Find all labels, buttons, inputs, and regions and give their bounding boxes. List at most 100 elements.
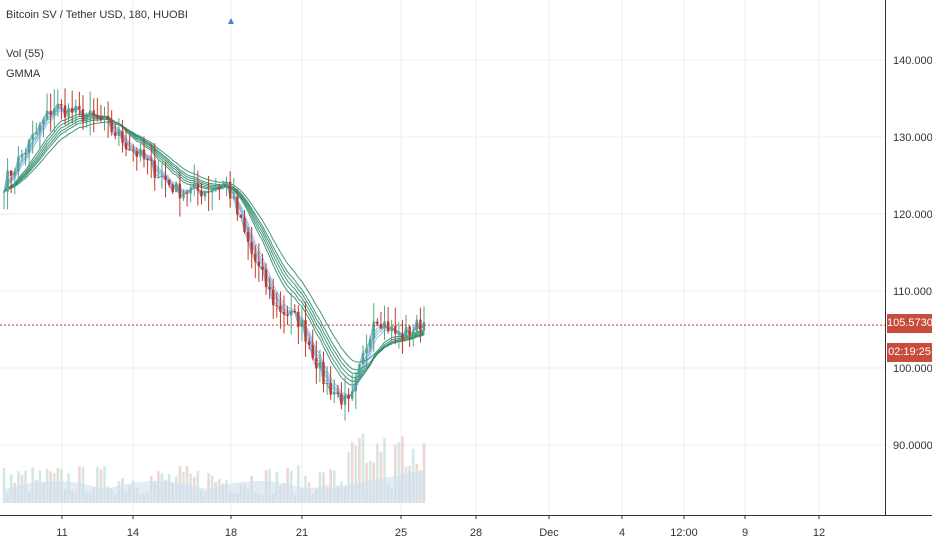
candle-body	[167, 180, 171, 185]
candle-body	[272, 289, 275, 306]
candle-body	[20, 154, 24, 157]
candle-body	[92, 110, 95, 116]
time-tick-label: 21	[296, 527, 308, 539]
candle-body	[250, 241, 253, 254]
gmma-long-ema-line	[3, 117, 425, 375]
candle-body	[304, 320, 307, 342]
chart-grid	[0, 0, 885, 519]
candle-body	[386, 321, 390, 332]
candle-body	[153, 160, 156, 178]
gmma-short-ema-line	[3, 103, 425, 407]
gmma-long-ema-line	[3, 121, 425, 363]
candle-body	[24, 152, 27, 155]
candle-body	[279, 305, 282, 312]
volume-bar	[2, 467, 6, 503]
gmma-short-ema-line	[3, 105, 425, 400]
candle-body	[193, 183, 196, 189]
time-tick-label: Dec	[539, 527, 559, 539]
candle-body	[121, 130, 124, 143]
volume-indicator-label[interactable]: Vol (55)	[6, 48, 44, 60]
candle-body	[71, 107, 74, 113]
candle-body	[67, 107, 70, 118]
candle-body	[318, 361, 322, 369]
time-tick-label: 14	[127, 527, 139, 539]
candle-body	[257, 261, 261, 267]
candle-body	[340, 393, 343, 405]
volume-bar	[103, 466, 106, 503]
price-tick-label: 100.0000	[893, 363, 932, 375]
candle-body	[2, 191, 6, 193]
volume-bar	[207, 473, 210, 503]
candle-body	[63, 105, 67, 118]
volume-bar	[329, 469, 332, 503]
candle-body	[110, 119, 113, 133]
candle-body	[17, 156, 20, 172]
volume-bar	[99, 468, 103, 503]
candle-body	[246, 231, 250, 242]
volume-bar	[350, 441, 354, 503]
candle-body	[56, 104, 60, 109]
candle-body	[31, 134, 34, 140]
time-tick-label: 25	[395, 527, 407, 539]
volume-bar	[397, 442, 401, 503]
candle-body	[27, 139, 31, 153]
candle-body	[225, 181, 228, 184]
price-candles	[2, 88, 426, 421]
candle-body	[282, 311, 286, 315]
candle-body	[214, 187, 217, 190]
candle-body	[189, 188, 192, 194]
candle-body	[74, 106, 77, 113]
candle-body	[203, 191, 207, 197]
volume-bar	[379, 451, 383, 503]
candle-body	[196, 183, 200, 191]
price-tick-label: 130.0000	[893, 132, 932, 144]
candle-body	[365, 347, 368, 354]
volume-bar	[361, 433, 365, 503]
candle-body	[6, 170, 9, 192]
candle-body	[78, 106, 81, 110]
candle-body	[401, 333, 404, 340]
candle-body	[207, 191, 210, 193]
candle-body	[275, 305, 279, 307]
volume-ma-area	[4, 470, 424, 503]
price-axis-labels[interactable]: 140.0000 130.0000 120.0000 110.0000 100.0000…	[893, 55, 932, 452]
candle-body	[200, 190, 203, 197]
candle-body	[300, 320, 304, 328]
candle-body	[124, 142, 128, 150]
gmma-short-ema-line	[3, 107, 425, 398]
candle-body	[218, 187, 221, 189]
gmma-indicator-label[interactable]: GMMA	[6, 68, 41, 80]
gmma-long-ema-line	[3, 113, 425, 386]
volume-bar	[297, 465, 300, 503]
candle-body	[261, 266, 264, 270]
candle-body	[232, 197, 235, 199]
candle-body	[394, 326, 397, 334]
candle-body	[311, 344, 314, 359]
candle-body	[117, 130, 121, 137]
volume-bar	[96, 466, 99, 503]
candle-body	[146, 159, 149, 161]
candle-body	[379, 323, 383, 329]
candle-body	[368, 338, 372, 348]
candle-body	[106, 116, 110, 120]
time-tick-label: 18	[225, 527, 237, 539]
time-axis-labels[interactable]: 11 14 18 21 25 28 Dec 4 12:00 9 12	[56, 527, 825, 539]
gmma-ribbon	[3, 103, 425, 407]
gmma-long-ema-line	[3, 115, 425, 383]
gmma-long-ema-line	[3, 116, 425, 378]
gmma-short-ema-line	[3, 104, 425, 403]
candle-body	[157, 177, 160, 179]
candle-body	[81, 109, 85, 122]
candle-body	[239, 214, 243, 218]
candle-body	[376, 321, 379, 324]
candle-body	[13, 171, 16, 176]
price-tick-label: 90.0000	[893, 440, 932, 452]
candle-body	[178, 183, 182, 199]
candle-body	[322, 361, 325, 384]
candle-body	[412, 330, 415, 336]
volume-bar	[376, 443, 379, 503]
candle-body	[307, 341, 311, 345]
candle-body	[42, 119, 45, 125]
candle-body	[289, 311, 293, 316]
